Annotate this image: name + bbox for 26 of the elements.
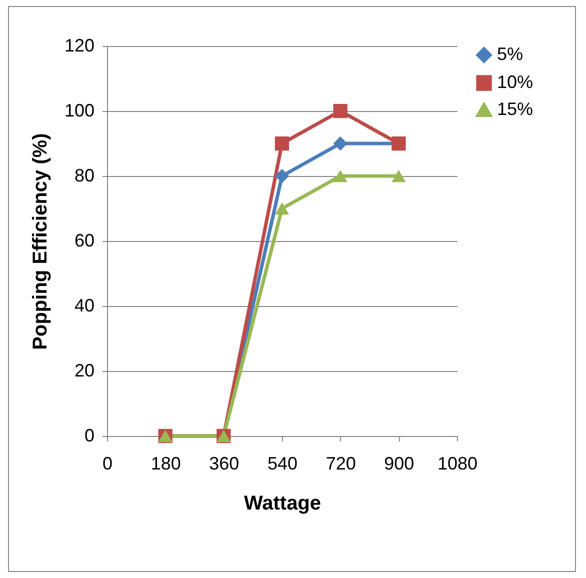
y-tick-label: 100 [64, 100, 94, 120]
y-tick-label: 20 [74, 360, 94, 380]
x-axis-title: Wattage [244, 492, 322, 514]
x-tick-label: 0 [102, 454, 113, 474]
point [274, 136, 290, 151]
x-tick-label: 360 [209, 454, 240, 474]
point [333, 136, 348, 151]
x-tick-label: 540 [267, 454, 298, 474]
legend-label: 10% [497, 72, 534, 92]
legend-label: 5% [497, 44, 524, 64]
y-tick-label: 120 [64, 36, 94, 56]
y-tick-label: 80 [74, 166, 94, 186]
y-tick-label: 40 [74, 296, 94, 316]
legend-label: 15% [497, 99, 534, 119]
point [274, 168, 290, 184]
point [274, 202, 290, 215]
x-tick-label: 720 [326, 454, 356, 474]
y-tick-label: 60 [74, 230, 94, 250]
x-tick-label: 1080 [437, 454, 478, 474]
y-axis-title: Popping Efficiency (%) [29, 133, 52, 350]
point [333, 104, 348, 118]
y-tick-label: 0 [84, 426, 94, 446]
x-tick-label: 180 [150, 454, 181, 474]
point [392, 170, 406, 182]
x-tick-label: 900 [384, 454, 414, 474]
point [333, 170, 348, 182]
